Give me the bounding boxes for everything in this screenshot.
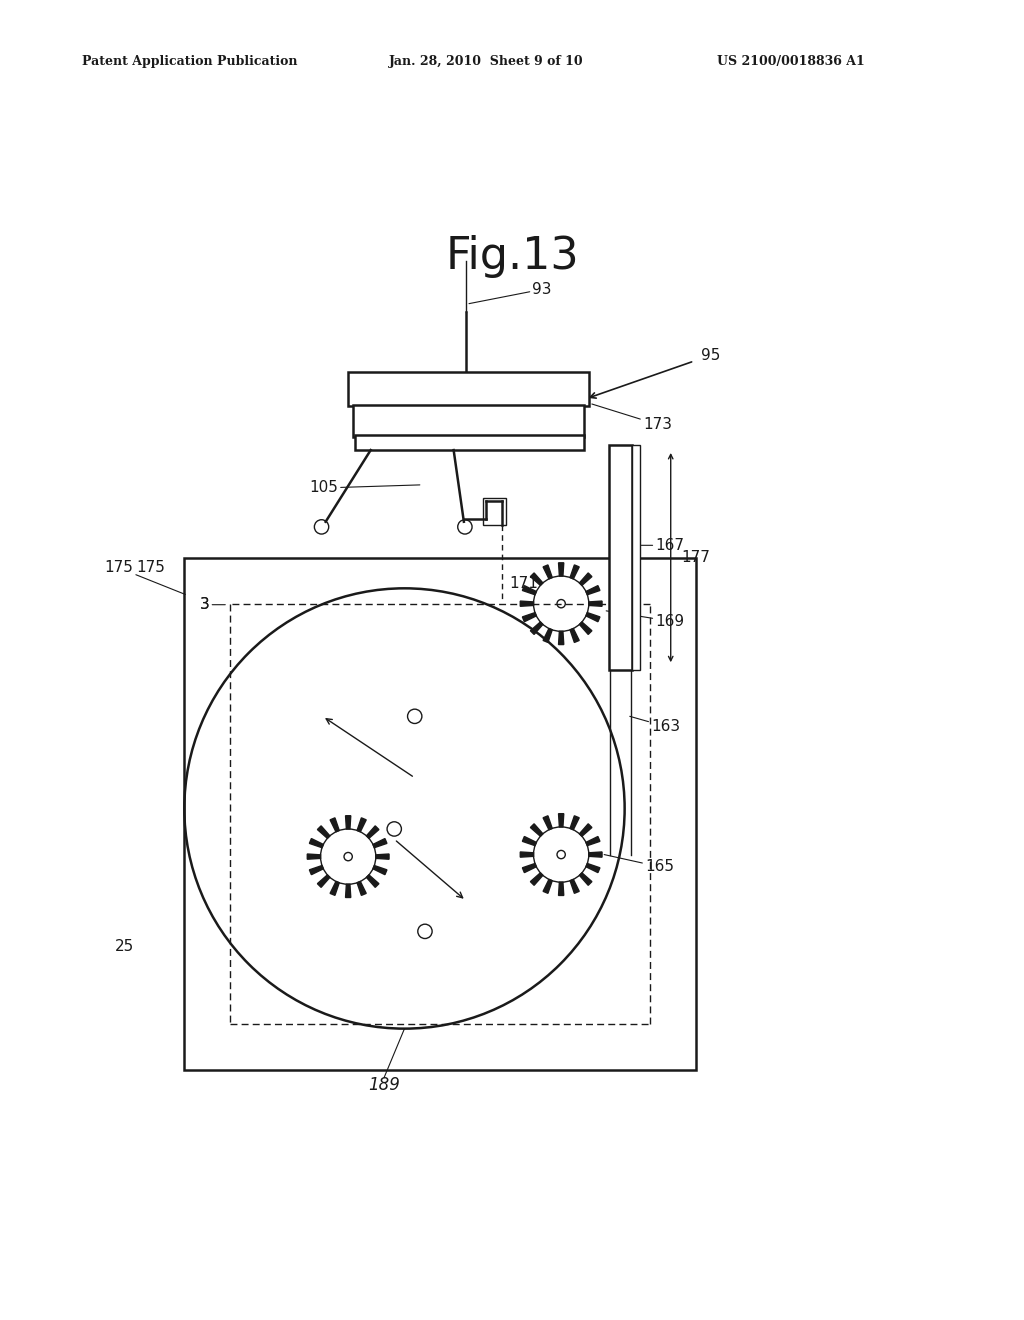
Text: 167: 167 — [632, 537, 684, 553]
Polygon shape — [589, 851, 602, 857]
Polygon shape — [530, 622, 543, 635]
Polygon shape — [345, 816, 351, 829]
Polygon shape — [580, 573, 592, 585]
Polygon shape — [586, 863, 600, 873]
Text: US 2100/0018836 A1: US 2100/0018836 A1 — [717, 55, 864, 69]
Polygon shape — [330, 818, 339, 832]
Text: 95: 95 — [701, 348, 721, 363]
Polygon shape — [530, 873, 543, 886]
Polygon shape — [373, 838, 387, 847]
Polygon shape — [309, 838, 324, 847]
Text: 177: 177 — [681, 550, 710, 565]
Text: 171: 171 — [509, 576, 538, 591]
Polygon shape — [357, 882, 367, 895]
Polygon shape — [580, 824, 592, 837]
Polygon shape — [570, 565, 580, 579]
Polygon shape — [309, 866, 324, 875]
Bar — [353, 405, 584, 437]
Text: Fig.13: Fig.13 — [445, 235, 579, 279]
Polygon shape — [586, 837, 600, 846]
Text: 173: 173 — [592, 404, 672, 432]
Polygon shape — [330, 882, 339, 895]
Polygon shape — [570, 816, 580, 830]
Polygon shape — [558, 813, 564, 826]
Bar — [184, 557, 696, 1069]
Polygon shape — [580, 622, 592, 635]
Polygon shape — [530, 824, 543, 837]
Polygon shape — [520, 851, 534, 857]
Polygon shape — [367, 875, 379, 887]
Text: 3: 3 — [200, 597, 225, 612]
Text: 105: 105 — [309, 480, 420, 495]
Polygon shape — [522, 586, 537, 595]
Polygon shape — [570, 879, 580, 894]
Polygon shape — [317, 875, 330, 887]
Text: 169: 169 — [606, 611, 684, 628]
Polygon shape — [357, 818, 367, 832]
Text: 165: 165 — [604, 854, 674, 874]
Text: 3: 3 — [200, 597, 210, 612]
Polygon shape — [558, 562, 564, 576]
Text: 189: 189 — [368, 1076, 400, 1094]
Text: Jan. 28, 2010  Sheet 9 of 10: Jan. 28, 2010 Sheet 9 of 10 — [389, 55, 584, 69]
Text: 93: 93 — [469, 281, 552, 304]
Polygon shape — [520, 601, 534, 606]
Bar — [348, 372, 589, 407]
Polygon shape — [586, 612, 600, 622]
Text: 175: 175 — [136, 560, 165, 576]
Polygon shape — [522, 612, 537, 622]
Text: 25: 25 — [115, 940, 134, 954]
Polygon shape — [586, 586, 600, 595]
Bar — [632, 445, 640, 671]
Polygon shape — [589, 601, 602, 606]
Polygon shape — [558, 631, 564, 644]
Polygon shape — [543, 565, 552, 579]
Polygon shape — [570, 628, 580, 643]
Polygon shape — [543, 628, 552, 643]
Polygon shape — [522, 863, 537, 873]
Polygon shape — [543, 816, 552, 830]
Polygon shape — [376, 854, 389, 859]
Polygon shape — [317, 826, 330, 838]
Bar — [355, 434, 584, 450]
Polygon shape — [530, 573, 543, 585]
Polygon shape — [373, 866, 387, 875]
Polygon shape — [307, 854, 321, 859]
Bar — [609, 445, 632, 671]
Polygon shape — [367, 826, 379, 838]
Polygon shape — [543, 879, 552, 894]
Text: Patent Application Publication: Patent Application Publication — [82, 55, 297, 69]
Polygon shape — [345, 884, 351, 898]
Polygon shape — [580, 873, 592, 886]
Text: 163: 163 — [630, 717, 680, 734]
Polygon shape — [522, 837, 537, 846]
Bar — [483, 498, 506, 525]
Text: 175: 175 — [104, 560, 185, 594]
Polygon shape — [558, 882, 564, 895]
